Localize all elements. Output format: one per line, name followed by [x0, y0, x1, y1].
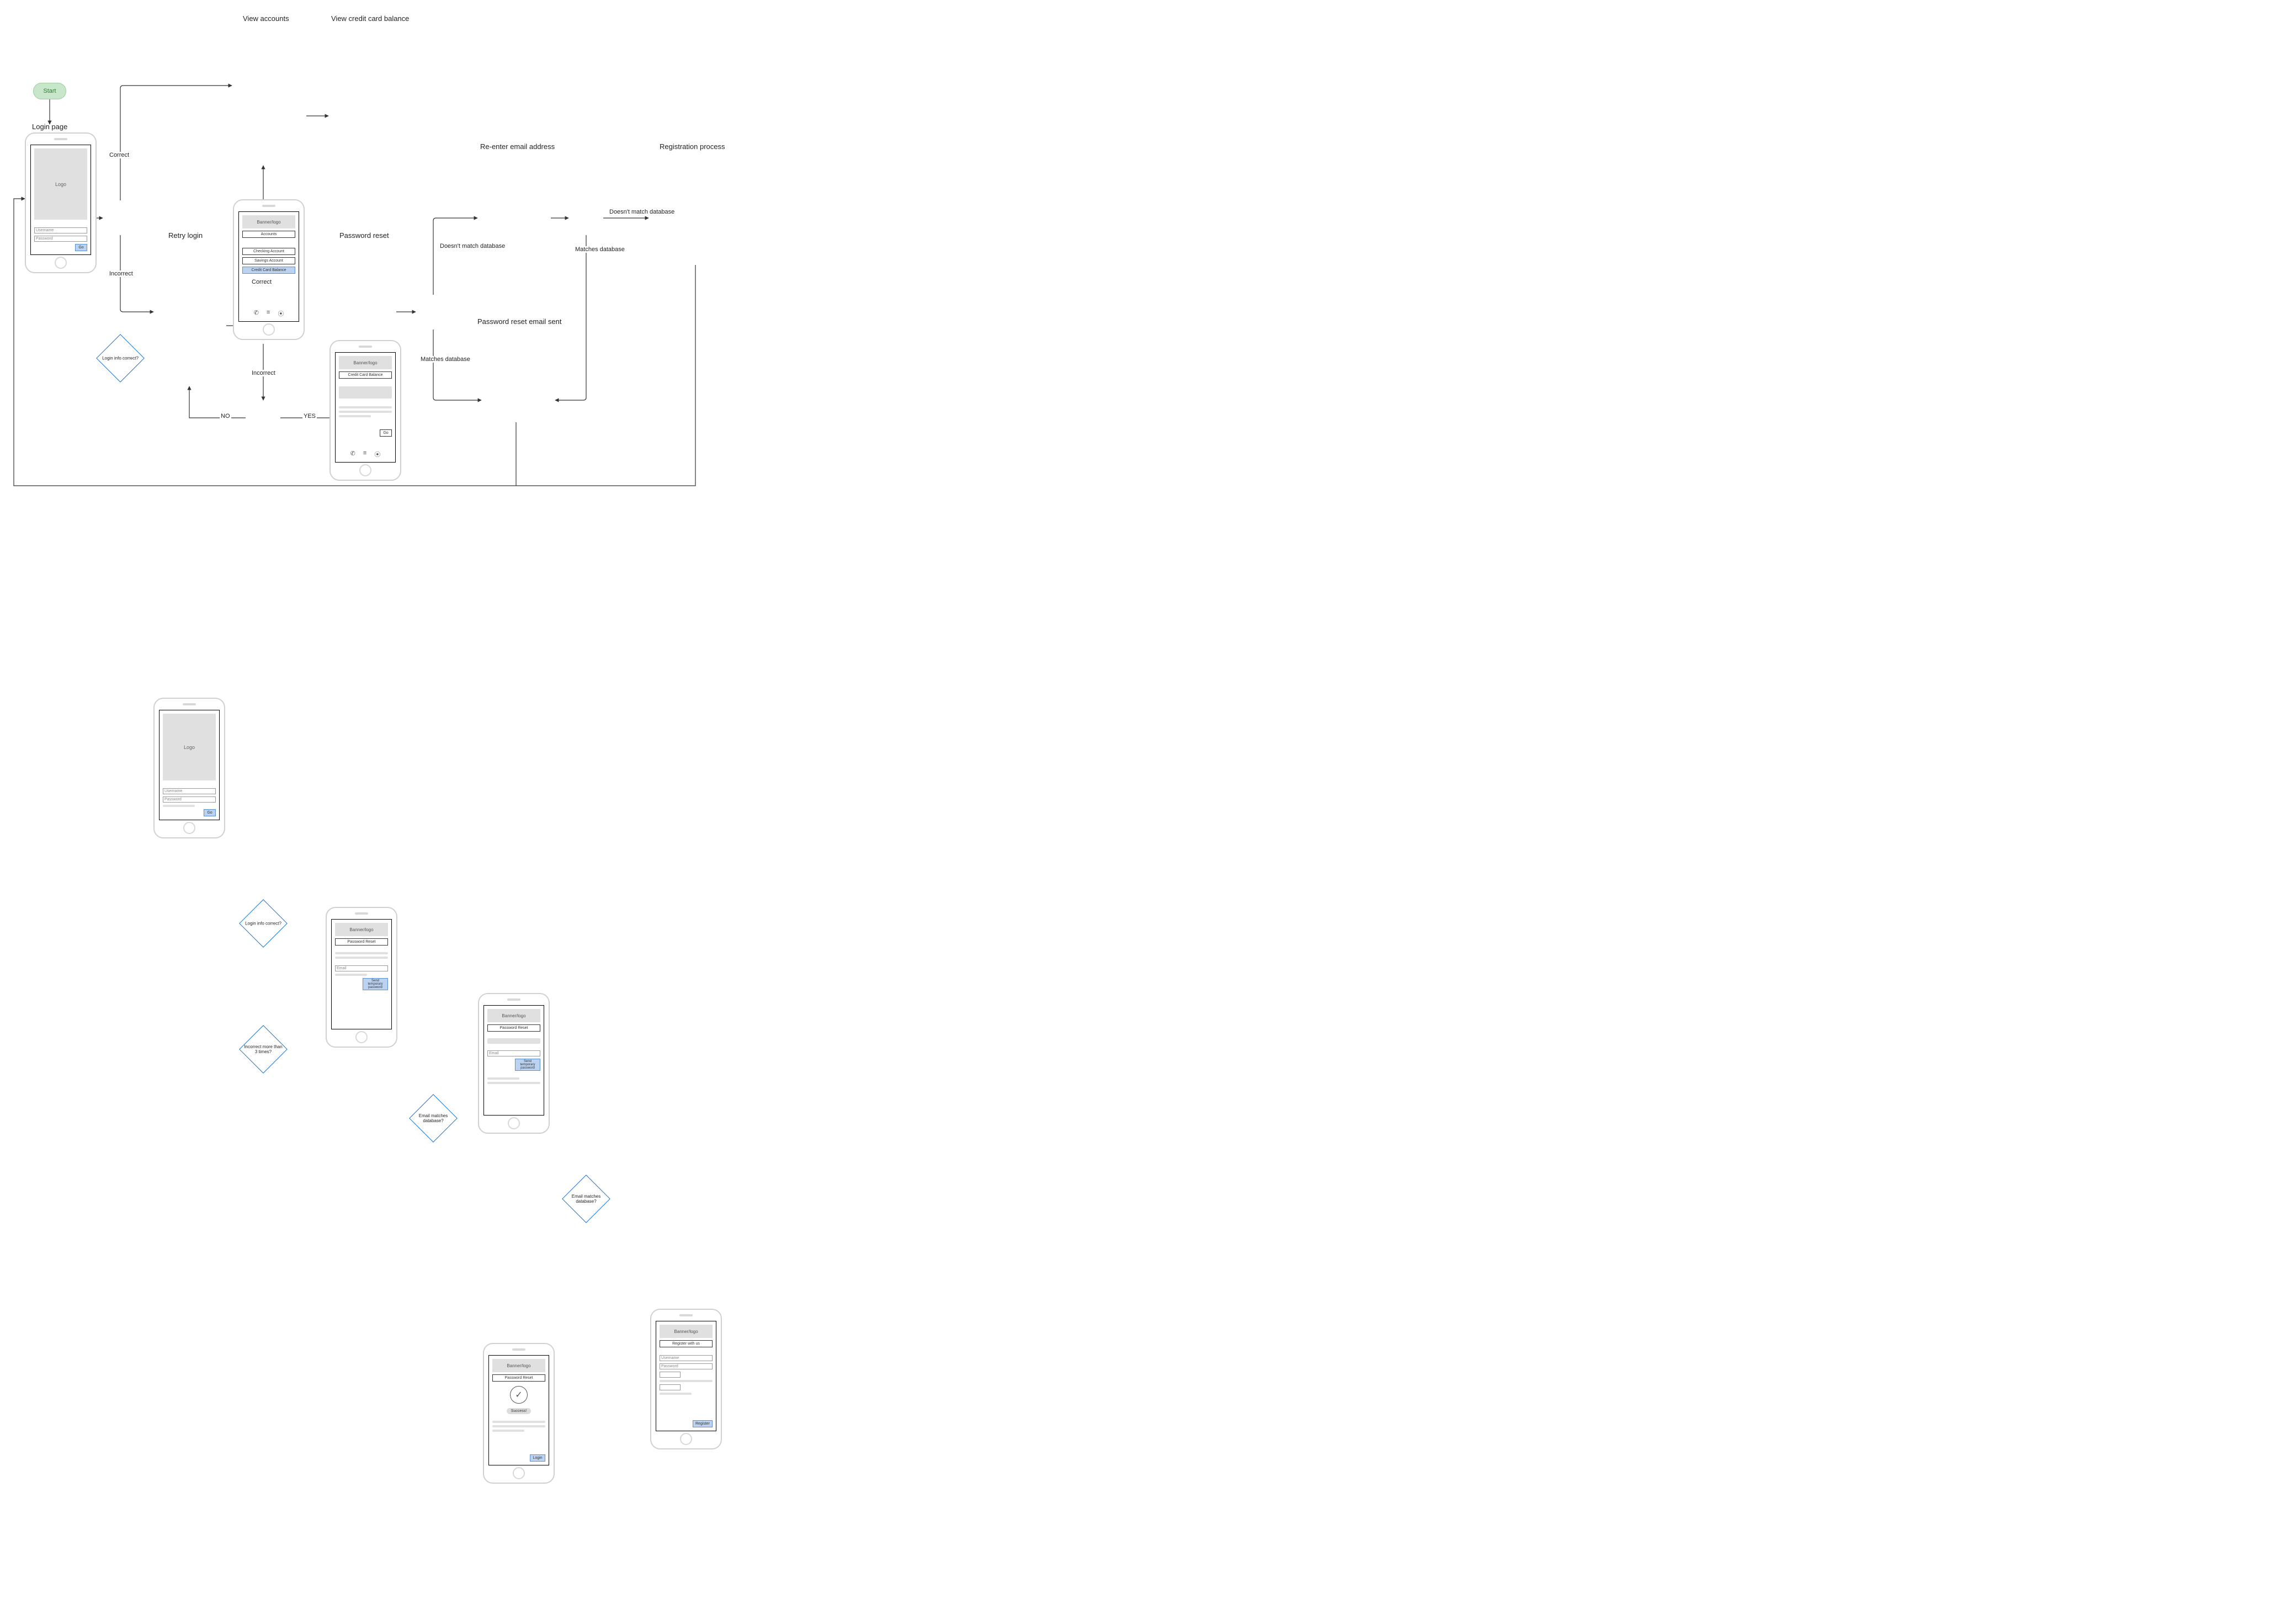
placeholder-line [339, 415, 371, 417]
password-input[interactable]: Password [34, 236, 87, 242]
cc-balance-btn[interactable]: Credit Card Balance [242, 267, 295, 274]
reenter-email-title: Re-enter email address [480, 142, 555, 151]
banner-logo: Banner/logo [339, 356, 392, 369]
username-input[interactable]: Username [660, 1355, 713, 1361]
email-input[interactable]: Email [487, 1050, 540, 1056]
password-input[interactable]: Password [163, 796, 216, 803]
placeholder-line [335, 957, 388, 959]
login-button[interactable]: Login [530, 1454, 545, 1462]
edge-nomatch-2: Doesn't match database [608, 209, 676, 215]
placeholder-line [492, 1425, 545, 1427]
registration-phone: Banner/logo Register with us Username Pa… [650, 1309, 722, 1449]
edge-no: NO [220, 413, 231, 419]
pw-reset-header: Password Reset [492, 1374, 545, 1382]
start-label: Start [43, 88, 56, 94]
placeholder-box [487, 1038, 540, 1044]
placeholder-line [660, 1393, 692, 1395]
accounts-header-btn: Accounts [242, 231, 295, 238]
placeholder-line [487, 1082, 540, 1084]
placeholder-line [492, 1421, 545, 1423]
menu-icon: ≡ [363, 450, 366, 459]
go-button[interactable]: Go [380, 429, 392, 437]
pw-sent-title: Password reset email sent [477, 317, 561, 326]
retry-login-title: Retry login [168, 231, 203, 240]
placeholder-line [487, 1077, 519, 1080]
edge-correct-1: Correct [108, 152, 130, 158]
username-input[interactable]: Username [34, 227, 87, 233]
checking-btn[interactable]: Checking Account [242, 248, 295, 255]
placeholder-box [339, 386, 392, 399]
phone-icon: ✆ [350, 450, 355, 459]
banner-logo: Banner/logo [335, 923, 388, 936]
phone-icon: ✆ [254, 309, 259, 318]
decision-login-2: Login info correct? [246, 906, 280, 941]
field-input[interactable] [660, 1384, 681, 1390]
register-button[interactable]: Register [693, 1420, 713, 1427]
placeholder-line [339, 411, 392, 413]
login-page-title: Login page [32, 123, 67, 131]
placeholder-line [339, 406, 392, 408]
send-temp-btn[interactable]: Send temporary password [363, 978, 388, 990]
pw-reset-header: Password Reset [335, 938, 388, 946]
pw-reset-phone: Banner/logo Password Reset Email Send te… [326, 907, 397, 1048]
register-header: Register with us [660, 1340, 713, 1347]
view-accounts-title: View accounts [243, 14, 289, 23]
login-page-phone: Logo Username Password Go [25, 132, 97, 273]
placeholder-line [492, 1430, 524, 1432]
decision-email-2: Email matches database? [569, 1182, 603, 1216]
view-cc-phone: Banner/logo Credit Card Balance Go ✆ ≡ ⦿ [329, 340, 401, 481]
placeholder-line [660, 1380, 713, 1382]
decision-login-1: Login info correct? [103, 341, 137, 375]
send-temp-btn[interactable]: Send temporary password [515, 1059, 540, 1071]
view-cc-title: View credit card balance [331, 14, 409, 23]
edge-incorrect-2: Incorrect [251, 370, 277, 376]
edge-incorrect-1: Incorrect [108, 270, 134, 277]
check-icon: ✓ [510, 1386, 528, 1404]
pw-sent-phone: Banner/logo Password Reset ✓ Success! Lo… [483, 1343, 555, 1484]
placeholder-line [335, 952, 388, 954]
savings-btn[interactable]: Savings Account [242, 257, 295, 264]
placeholder-line [335, 974, 367, 976]
success-pill: Success! [507, 1408, 531, 1414]
retry-login-phone: Logo Username Password Go [153, 698, 225, 838]
placeholder-line [163, 805, 195, 807]
edge-matches-1: Matches database [419, 356, 471, 363]
cc-title-btn: Credit Card Balance [339, 371, 392, 379]
go-button[interactable]: Go [75, 244, 87, 251]
pw-reset-title: Password reset [339, 231, 389, 240]
banner-logo: Banner/logo [660, 1325, 713, 1338]
pw-reset-header: Password Reset [487, 1024, 540, 1032]
banner-logo: Banner/logo [492, 1359, 545, 1372]
edge-yes: YES [302, 413, 317, 419]
email-input[interactable]: Email [335, 965, 388, 971]
edge-matches-2: Matches database [574, 246, 626, 253]
go-button[interactable]: Go [204, 809, 216, 816]
edge-correct-2: Correct [251, 279, 273, 285]
reenter-email-phone: Banner/logo Password Reset Email Send te… [478, 993, 550, 1134]
username-input[interactable]: Username [163, 788, 216, 794]
banner-logo: Banner/logo [242, 215, 295, 229]
decision-attempts: Incorrect more than 3 times? [246, 1032, 280, 1066]
location-icon: ⦿ [278, 309, 284, 318]
password-input[interactable]: Password [660, 1363, 713, 1369]
location-icon: ⦿ [374, 450, 380, 459]
start-node: Start [33, 83, 66, 99]
field-input[interactable] [660, 1372, 681, 1378]
edge-nomatch-1: Doesn't match database [439, 243, 506, 249]
decision-email-1: Email matches database? [416, 1101, 450, 1135]
view-accounts-phone: Banner/logo Accounts Checking Account Sa… [233, 199, 305, 340]
menu-icon: ≡ [267, 309, 270, 318]
logo-box: Logo [163, 714, 216, 780]
banner-logo: Banner/logo [487, 1009, 540, 1022]
logo-box: Logo [34, 148, 87, 220]
registration-title: Registration process [660, 142, 725, 151]
